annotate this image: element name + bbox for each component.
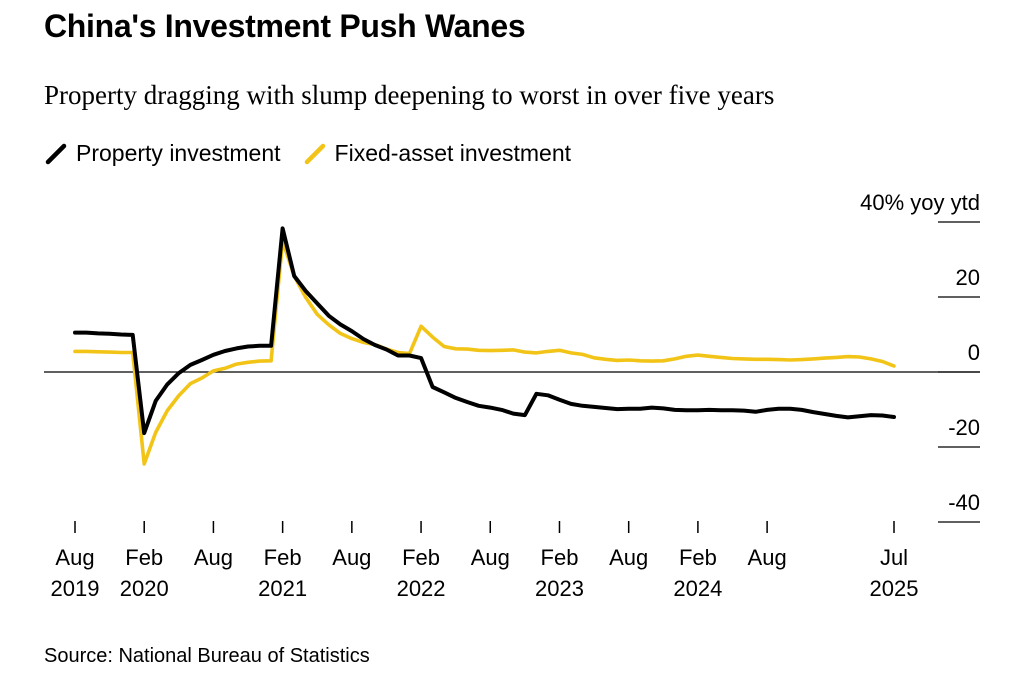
legend-swatch-property-icon: [45, 143, 67, 164]
legend-item-property: Property investment: [44, 140, 281, 167]
source-note: Source: National Bureau of Statistics: [44, 645, 370, 667]
x-tick-label: Aug: [55, 545, 94, 570]
series-line-property-investment: [73, 226, 896, 436]
y-tick-label: -20: [948, 415, 980, 440]
legend: Property investment Fixed-asset investme…: [44, 140, 593, 167]
x-tick-label: Aug: [471, 545, 510, 570]
chart-subtitle: Property dragging with slump deepening t…: [44, 80, 775, 110]
x-tick-label: Aug: [748, 545, 787, 570]
x-tick-label-year: 2022: [397, 576, 446, 601]
x-tick-label: Feb: [402, 545, 440, 570]
chart-title: China's Investment Push Wanes: [44, 8, 526, 44]
y-tick-label: 40% yoy ytd: [860, 190, 980, 215]
x-tick-label-year: 2023: [535, 576, 584, 601]
legend-item-fixed-asset: Fixed-asset investment: [303, 140, 571, 167]
legend-label-fixed-asset: Fixed-asset investment: [334, 140, 572, 166]
x-tick-label: Feb: [541, 545, 579, 570]
x-tick-label-year: 2025: [870, 576, 919, 601]
x-tick-label: Aug: [609, 545, 648, 570]
x-tick-label-year: 2020: [120, 576, 169, 601]
y-tick-label: 0: [968, 340, 980, 365]
x-tick-label-year: 2021: [258, 576, 307, 601]
x-tick-label: Feb: [264, 545, 302, 570]
legend-swatch-fixed-asset-icon: [304, 143, 325, 164]
legend-label-property: Property investment: [76, 140, 281, 166]
x-tick-label: Feb: [679, 545, 717, 570]
x-tick-label: Aug: [194, 545, 233, 570]
y-tick-label: -40: [948, 490, 980, 515]
series-line-fixed-asset-investment: [73, 239, 896, 466]
x-tick-label: Jul: [880, 545, 908, 570]
x-tick-label-year: 2019: [51, 576, 100, 601]
y-tick-label: 20: [956, 265, 980, 290]
x-tick-label-year: 2024: [673, 576, 722, 601]
x-tick-label: Feb: [125, 545, 163, 570]
x-tick-label: Aug: [332, 545, 371, 570]
